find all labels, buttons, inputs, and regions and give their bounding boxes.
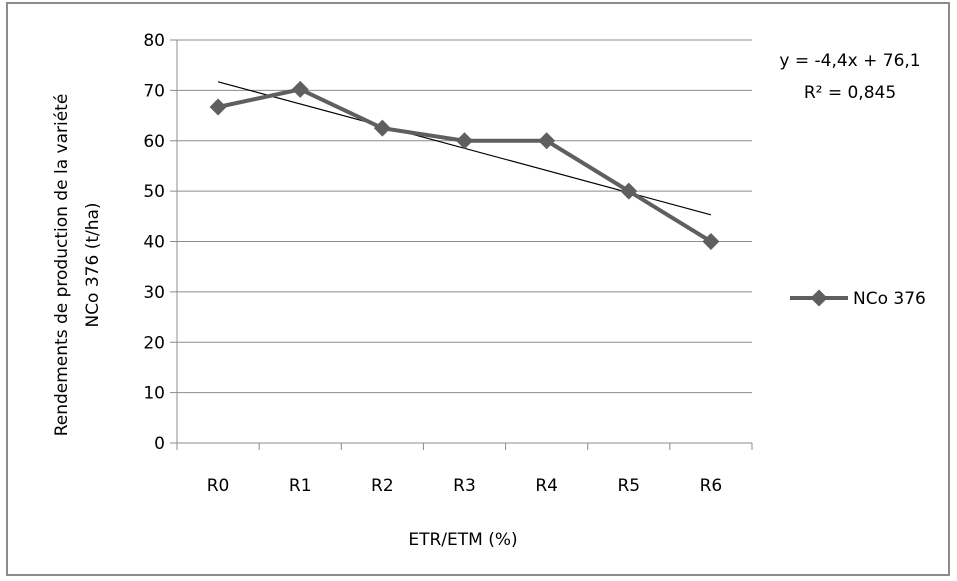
y-axis-title-line2: NCo 376 (t/ha)	[83, 202, 103, 327]
axes: 0 10 20 30 40 50 60 70 80 R0 R1 R2 R3 R4 R5 R6	[143, 31, 753, 496]
x-tick-label: R6	[700, 476, 723, 496]
y-tick-label: 60	[143, 132, 165, 152]
equation-label: y = -4,4x + 76,1	[779, 51, 920, 71]
data-point	[538, 132, 556, 150]
legend: NCo 376	[790, 289, 926, 309]
data-point	[620, 182, 638, 200]
x-tick-label: R3	[453, 476, 476, 496]
x-tick-label: R1	[289, 476, 312, 496]
gridlines	[177, 39, 752, 394]
data-point	[209, 98, 227, 116]
legend-marker	[810, 289, 828, 307]
x-tick-label: R0	[207, 476, 230, 496]
y-tick-label: 40	[143, 233, 165, 253]
y-tick-label: 30	[143, 283, 165, 303]
x-axis-title: ETR/ETM (%)	[408, 530, 517, 550]
y-tick-label: 10	[143, 384, 165, 404]
data-point	[291, 80, 309, 98]
y-tick-label: 20	[143, 333, 165, 353]
y-tick-label: 80	[143, 31, 165, 51]
legend-label: NCo 376	[853, 289, 926, 309]
chart-frame	[6, 2, 950, 576]
data-point	[702, 233, 720, 250]
series-line	[217, 87, 712, 244]
y-tick-label: 0	[154, 434, 165, 454]
data-point	[456, 132, 473, 150]
y-tick-label: 70	[143, 81, 165, 101]
y-tick-label: 50	[143, 182, 165, 202]
series-group	[209, 80, 720, 250]
data-point	[373, 119, 391, 137]
x-tick-label: R5	[617, 476, 640, 496]
x-tick-label: R2	[371, 476, 394, 496]
y-axis-title-line1: Rendements de production de la variété	[52, 94, 72, 437]
r-squared-label: R² = 0,845	[804, 83, 896, 103]
x-tick-label: R4	[535, 476, 558, 496]
